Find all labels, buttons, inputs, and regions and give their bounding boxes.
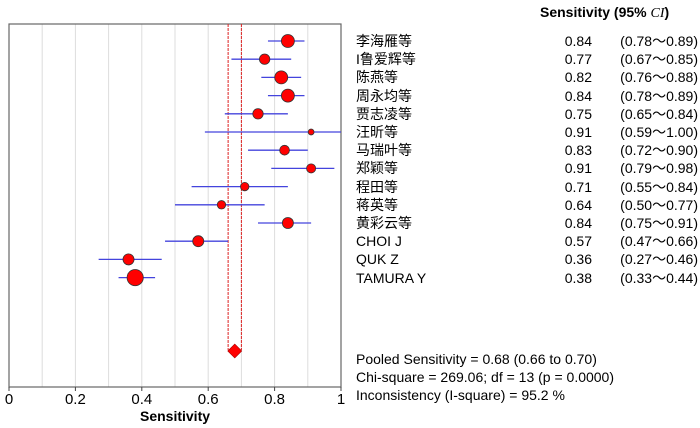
x-tick-label: 0.2 [64, 391, 86, 408]
study-marker [252, 108, 264, 120]
study-marker [280, 88, 295, 103]
study-row: 蒋英等 0.64 (0.50～0.77) [356, 196, 698, 214]
study-ci: (0.59～1.00) [620, 124, 698, 140]
x-tick-label: 1 [336, 391, 346, 408]
study-row: 郑颖等 0.91 (0.79～0.98) [356, 159, 698, 177]
header-ci: CI [650, 6, 665, 21]
study-name: I鲁爱辉等 [356, 51, 416, 68]
x-tick-label: 0.4 [131, 391, 153, 408]
study-value: 0.57 [564, 233, 592, 250]
study-ci: (0.55～0.84) [620, 178, 698, 195]
study-marker [126, 269, 144, 287]
study-name: QUK Z [356, 251, 399, 268]
pooled-summary: Pooled Sensitivity = 0.68 (0.66 to 0.70) [356, 351, 597, 367]
study-marker [259, 53, 271, 65]
study-row: 周永均等 0.84 (0.78～0.89) [356, 87, 698, 105]
study-value: 0.91 [564, 160, 592, 177]
study-row: 黄彩云等 0.84 (0.75～0.91) [356, 214, 698, 232]
study-marker [280, 34, 295, 48]
study-ci: (0.27～0.46) [620, 251, 698, 268]
study-value: 0.84 [564, 87, 592, 104]
study-marker [306, 163, 317, 174]
x-axis-label: Sensitivity [139, 408, 211, 424]
study-ci: (0.47～0.66) [620, 233, 698, 250]
study-ci: (0.78～0.89) [620, 33, 698, 49]
study-value: 0.84 [564, 33, 592, 49]
study-value: 0.38 [564, 269, 592, 286]
x-tick-label: 0.6 [197, 391, 219, 408]
study-row: 贾志凌等 0.75 (0.65～0.84) [356, 105, 698, 123]
study-row: TAMURA Y 0.38 (0.33～0.44) [356, 269, 698, 287]
study-name: 李海雁等 [356, 33, 412, 49]
column-header: Sensitivity (95% CI) [540, 4, 669, 22]
study-row: 陈燕等 0.82 (0.76～0.88) [356, 68, 698, 86]
study-name: 贾志凌等 [356, 105, 412, 122]
x-tick-label: 0.8 [264, 391, 286, 408]
inconsistency: Inconsistency (I-square) = 95.2 % [356, 387, 565, 403]
study-ci: (0.50～0.77) [620, 196, 698, 213]
study-name: 程田等 [356, 178, 398, 195]
study-name: 蒋英等 [356, 196, 398, 213]
study-marker [274, 70, 289, 85]
study-value: 0.36 [564, 251, 592, 268]
study-value: 0.75 [564, 105, 592, 122]
study-value: 0.83 [564, 142, 592, 159]
study-marker [216, 200, 227, 210]
study-row: CHOI J 0.57 (0.47～0.66) [356, 232, 698, 250]
study-name: 马瑞叶等 [356, 142, 412, 159]
header-close: ) [664, 4, 670, 20]
study-value: 0.82 [564, 69, 592, 86]
study-value: 0.91 [564, 124, 592, 140]
study-marker [122, 253, 135, 266]
study-name: TAMURA Y [356, 269, 427, 286]
study-ci: (0.67～0.85) [620, 51, 698, 68]
chi-square: Chi-square = 269.06; df = 13 (p = 0.0000… [356, 369, 615, 385]
plot-frame [8, 23, 342, 388]
study-row: 马瑞叶等 0.83 (0.72～0.90) [356, 141, 698, 159]
study-ci: (0.78～0.89) [620, 87, 698, 104]
header-text: Sensitivity (95% [540, 4, 647, 20]
study-name: 汪昕等 [356, 124, 398, 140]
study-marker [240, 181, 250, 192]
study-row: QUK Z 0.36 (0.27～0.46) [356, 250, 698, 268]
study-name: 陈燕等 [356, 69, 398, 86]
study-marker [281, 217, 294, 229]
study-ci: (0.76～0.88) [620, 69, 698, 86]
study-row: 汪昕等 0.91 (0.59～1.00) [356, 123, 698, 141]
study-name: 郑颖等 [356, 160, 398, 177]
study-name: 周永均等 [356, 87, 412, 104]
study-ci: (0.65～0.84) [620, 105, 698, 122]
study-value: 0.77 [564, 51, 592, 68]
study-ci: (0.33～0.44) [620, 269, 698, 286]
study-row: I鲁爱辉等 0.77 (0.67～0.85) [356, 50, 698, 68]
study-value: 0.84 [564, 215, 592, 231]
x-tick-label: 0 [4, 391, 14, 408]
study-value: 0.64 [564, 196, 592, 213]
study-row: 程田等 0.71 (0.55～0.84) [356, 178, 698, 196]
study-ci: (0.75～0.91) [620, 215, 698, 231]
pooled-diamond [227, 343, 243, 359]
study-ci: (0.79～0.98) [620, 160, 698, 177]
study-marker [192, 235, 205, 248]
study-name: 黄彩云等 [356, 215, 412, 231]
study-ci: (0.72～0.90) [620, 142, 698, 159]
study-marker [279, 144, 290, 156]
study-value: 0.71 [564, 178, 592, 195]
study-row: 李海雁等 0.84 (0.78～0.89) [356, 32, 698, 50]
study-name: CHOI J [356, 233, 402, 250]
study-marker [307, 128, 315, 136]
